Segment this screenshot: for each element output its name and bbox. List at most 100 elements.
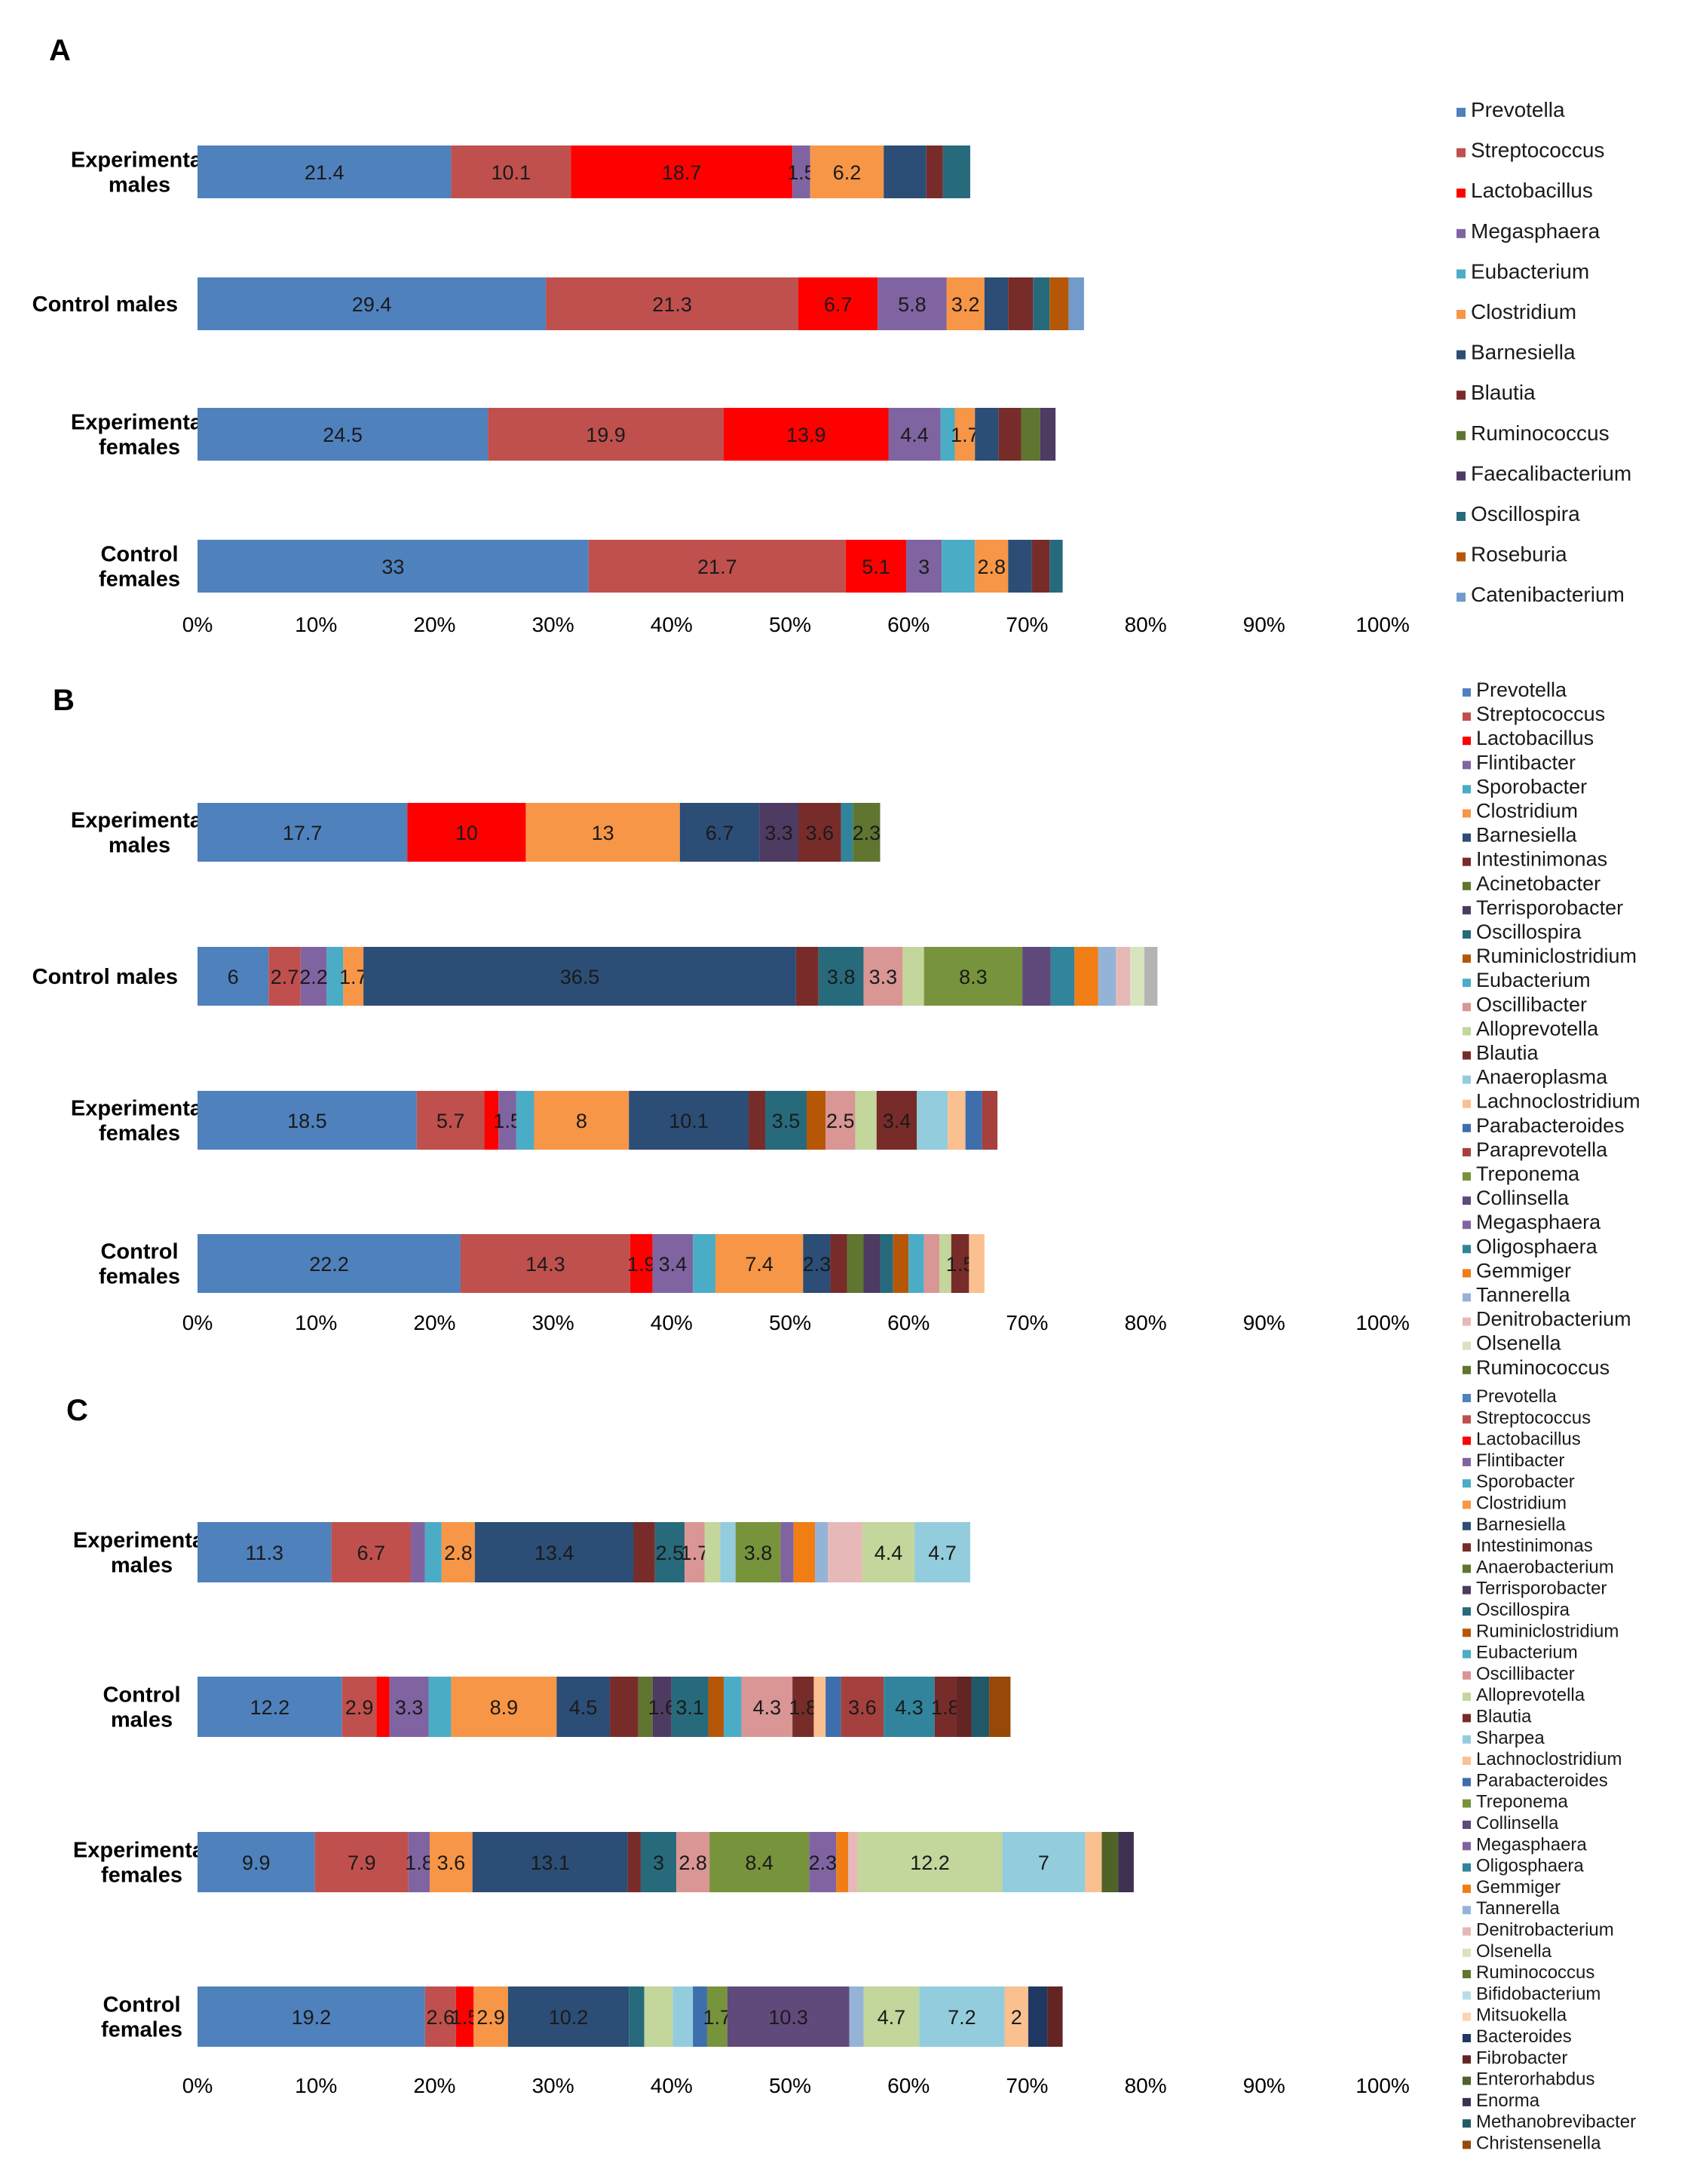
- x-tick-label: 90%: [1243, 1311, 1285, 1334]
- data-label: 18.5: [287, 1110, 327, 1132]
- legend-item: Ruminococcus: [1463, 1962, 1594, 1983]
- bar-segment-blautia: [926, 145, 943, 198]
- bar-segment-blautia: [1008, 277, 1034, 330]
- category-label: females: [99, 568, 180, 592]
- bar-segment-olsenella: [862, 1522, 915, 1582]
- bar-segment-megasphaera: [792, 145, 810, 198]
- legend-swatch: [1463, 833, 1471, 842]
- legend-swatch: [1463, 1799, 1471, 1808]
- legend-item: Oscillibacter: [1463, 1664, 1575, 1684]
- bar-segment-fibrobacter: [956, 1677, 972, 1737]
- category-label: Experimental: [71, 149, 208, 173]
- bar-segment-mitsuokella: [1004, 1986, 1028, 2047]
- legend-swatch: [1463, 2055, 1471, 2064]
- legend-label: Methanobrevibacter: [1476, 2112, 1636, 2132]
- data-label: 10.1: [492, 161, 531, 184]
- bar-segment-streptococcus: [488, 408, 724, 461]
- legend-swatch: [1463, 1123, 1471, 1132]
- legend-item: Gemmiger: [1463, 1877, 1561, 1898]
- bar-segment-oscillospira: [671, 1677, 709, 1737]
- legend-label: Fibrobacter: [1476, 2048, 1567, 2068]
- data-label: 1.7: [703, 2006, 732, 2029]
- data-label: 6.7: [706, 822, 734, 844]
- bar-segment-oscillospira: [629, 1986, 645, 2047]
- legend-swatch: [1463, 1543, 1471, 1552]
- bar-segment-prevotella: [198, 1986, 425, 2047]
- legend-item: Ruminococcus: [1463, 1356, 1610, 1379]
- legend-item: Alloprevotella: [1463, 1017, 1599, 1040]
- data-label: 2.3: [803, 1253, 832, 1276]
- data-label: 3.8: [744, 1542, 773, 1564]
- data-label: 8: [576, 1110, 587, 1132]
- bar-segment-barnesiella: [363, 947, 796, 1006]
- bar-segment-collinsella: [735, 1522, 781, 1582]
- x-tick-label: 100%: [1355, 1311, 1410, 1334]
- bar-segment-blautia: [798, 803, 841, 862]
- x-tick-label: 0%: [182, 2074, 213, 2097]
- bar-segment-barnesiella: [474, 1522, 634, 1582]
- bar-segment-megasphaera: [727, 1986, 850, 2047]
- data-label: 3.1: [675, 1696, 704, 1719]
- legend-label: Ruminococcus: [1476, 1356, 1610, 1379]
- bar-segment-clostridium: [975, 540, 1009, 593]
- data-label: 3.4: [659, 1253, 688, 1276]
- data-label: 3.2: [951, 293, 980, 316]
- legend-swatch: [1463, 1821, 1471, 1829]
- bar-segment-lactobacillus: [845, 540, 907, 593]
- bar-segment-lachnoclostridium: [948, 1091, 966, 1150]
- bar-segment-flintibacter: [498, 1091, 516, 1150]
- bar-segment-clostridium: [343, 947, 364, 1006]
- bar-segment-gemmiger: [1074, 947, 1098, 1006]
- legend-label: Ruminococcus: [1471, 421, 1610, 445]
- legend-label: Alloprevotella: [1476, 1017, 1599, 1040]
- category-label: females: [101, 2018, 182, 2042]
- legend-swatch: [1463, 1564, 1471, 1573]
- legend-swatch: [1463, 1269, 1471, 1278]
- legend-swatch: [1463, 1172, 1471, 1181]
- bar-segment-streptococcus: [424, 1986, 456, 2047]
- data-label: 10.2: [549, 2006, 589, 2029]
- legend-label: Anaerobacterium: [1476, 1557, 1614, 1577]
- bar-segment-alloprevotella: [704, 1522, 721, 1582]
- bar-segment-sporobacter: [428, 1677, 452, 1737]
- legend-swatch: [1463, 1479, 1471, 1488]
- bar-segment-lactobacillus: [723, 408, 889, 461]
- legend-item: Alloprevotella: [1463, 1685, 1585, 1705]
- category-label: Control: [103, 1993, 180, 2017]
- legend-item: Blautia: [1457, 381, 1536, 404]
- legend-label: Prevotella: [1476, 1386, 1557, 1407]
- legend-label: Parabacteroides: [1476, 1114, 1625, 1137]
- x-tick-label: 90%: [1243, 613, 1285, 636]
- category-label: Control: [100, 543, 178, 567]
- bar-segment-olsenella: [857, 1832, 1003, 1892]
- legend-label: Barnesiella: [1471, 341, 1576, 364]
- legend-item: Denitrobacterium: [1463, 1308, 1631, 1331]
- data-label: 2.8: [678, 1852, 707, 1874]
- bar-segment-alloprevotella: [855, 1091, 877, 1150]
- legend-swatch: [1457, 593, 1466, 602]
- bar-segment-sporobacter: [424, 1522, 442, 1582]
- bar-segment-sharpea: [720, 1522, 736, 1582]
- data-label: 1.6: [648, 1696, 676, 1719]
- legend-item: Eubacterium: [1457, 259, 1589, 283]
- legend-swatch: [1457, 512, 1466, 521]
- bar-segment-faecalibacterium: [1040, 408, 1056, 461]
- legend-item: Enterorhabdus: [1463, 2069, 1594, 2090]
- bar-segment-ruminococcus: [853, 803, 881, 862]
- legend-swatch: [1457, 391, 1466, 400]
- bar-segment-oscillibacter: [741, 1677, 793, 1737]
- data-label: 11.3: [246, 1542, 284, 1564]
- bar-segment-parabacteroides: [965, 1091, 982, 1150]
- legend-swatch: [1463, 954, 1471, 963]
- bar-row: Control males 6 2.7 2.2 1.7 36.5 3.8 3.3 8.3: [32, 947, 1158, 1006]
- legend-item: Megasphaera: [1463, 1834, 1587, 1855]
- data-label: 10.3: [768, 2006, 808, 2029]
- legend-item: Paraprevotella: [1463, 1138, 1608, 1161]
- legend-swatch: [1463, 1991, 1471, 2000]
- legend-label: Olsenella: [1476, 1332, 1562, 1355]
- data-label: 19.9: [586, 424, 626, 446]
- bar-segment-ruminiclostridium: [807, 1091, 826, 1150]
